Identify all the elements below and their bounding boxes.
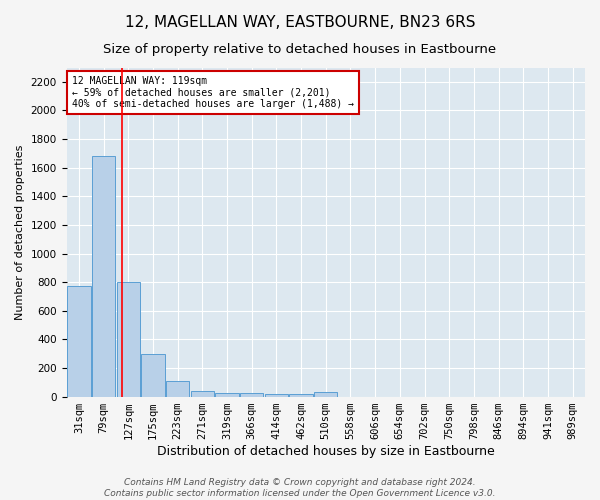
Bar	[92, 156, 115, 396]
Bar	[116, 282, 140, 397]
Bar	[166, 381, 190, 396]
Bar	[191, 391, 214, 396]
Bar	[67, 286, 91, 397]
Bar	[265, 394, 288, 396]
Text: Contains HM Land Registry data © Crown copyright and database right 2024.
Contai: Contains HM Land Registry data © Crown c…	[104, 478, 496, 498]
Bar	[314, 392, 337, 396]
Bar	[215, 392, 239, 396]
Text: Size of property relative to detached houses in Eastbourne: Size of property relative to detached ho…	[103, 42, 497, 56]
Text: 12 MAGELLAN WAY: 119sqm
← 59% of detached houses are smaller (2,201)
40% of semi: 12 MAGELLAN WAY: 119sqm ← 59% of detache…	[72, 76, 354, 109]
Bar	[141, 354, 164, 397]
Bar	[289, 394, 313, 396]
Text: 12, MAGELLAN WAY, EASTBOURNE, BN23 6RS: 12, MAGELLAN WAY, EASTBOURNE, BN23 6RS	[125, 15, 475, 30]
X-axis label: Distribution of detached houses by size in Eastbourne: Distribution of detached houses by size …	[157, 444, 494, 458]
Bar	[240, 394, 263, 396]
Y-axis label: Number of detached properties: Number of detached properties	[15, 144, 25, 320]
